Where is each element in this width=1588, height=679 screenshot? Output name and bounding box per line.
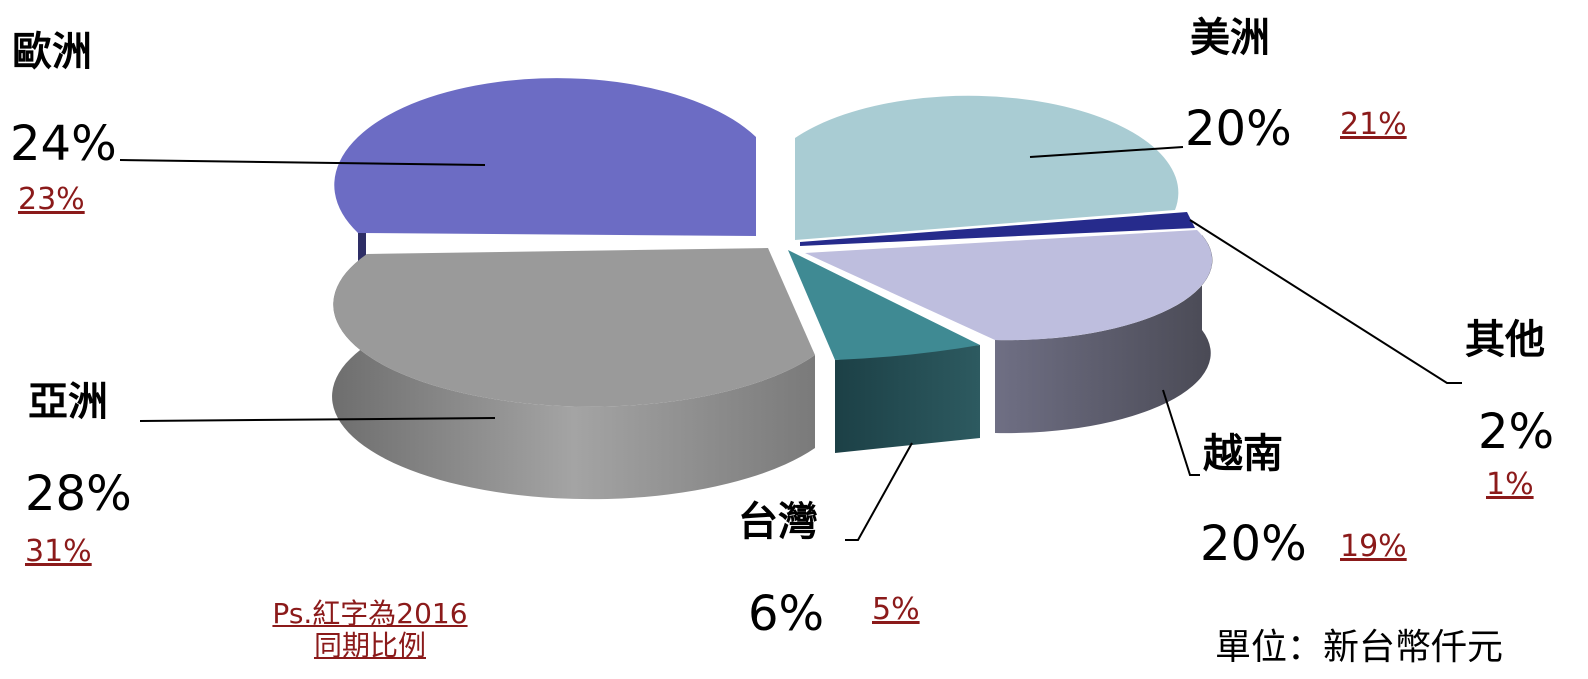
unit-label: 單位：新台幣仟元	[1215, 627, 1504, 668]
leader-other	[1189, 219, 1462, 384]
previous-america: 21%	[1340, 107, 1407, 142]
label-asia: 亞洲	[28, 379, 108, 425]
label-vietnam: 越南	[1203, 431, 1283, 477]
value-vietnam: 20%	[1200, 516, 1307, 572]
value-america: 20%	[1185, 101, 1292, 157]
leader-america	[1029, 146, 1184, 158]
slice-america	[795, 95, 1179, 241]
slice-vietnam	[805, 230, 1213, 341]
previous-taiwan: 5%	[872, 592, 920, 627]
value-taiwan: 6%	[748, 586, 825, 642]
label-other: 其他	[1465, 317, 1545, 363]
previous-asia: 31%	[25, 534, 92, 569]
leader-europe	[119, 159, 486, 166]
slice-taiwan-side	[835, 345, 980, 453]
slice-asia	[333, 248, 815, 407]
slice-other	[800, 212, 1195, 246]
label-america: 美洲	[1190, 15, 1270, 61]
value-other: 2%	[1478, 404, 1555, 460]
leader-taiwan	[845, 442, 913, 541]
label-europe: 歐洲	[12, 29, 92, 75]
slice-europe	[334, 78, 756, 236]
legend-note: Ps.紅字為2016 同期比例	[255, 597, 485, 663]
value-asia: 28%	[25, 466, 132, 522]
slice-taiwan	[788, 250, 980, 360]
legend-note-line1: Ps.紅字為2016	[272, 597, 468, 630]
previous-vietnam: 19%	[1340, 529, 1407, 564]
legend-note-line2: 同期比例	[313, 629, 426, 663]
previous-europe: 23%	[18, 182, 85, 217]
label-taiwan: 台灣	[738, 499, 818, 545]
slice-vietnam-side	[995, 235, 1213, 434]
previous-other: 1%	[1486, 467, 1534, 502]
slice-asia-side	[332, 254, 815, 500]
leader-vietnam	[1162, 389, 1200, 476]
leader-asia	[139, 417, 496, 422]
value-europe: 24%	[10, 116, 117, 172]
